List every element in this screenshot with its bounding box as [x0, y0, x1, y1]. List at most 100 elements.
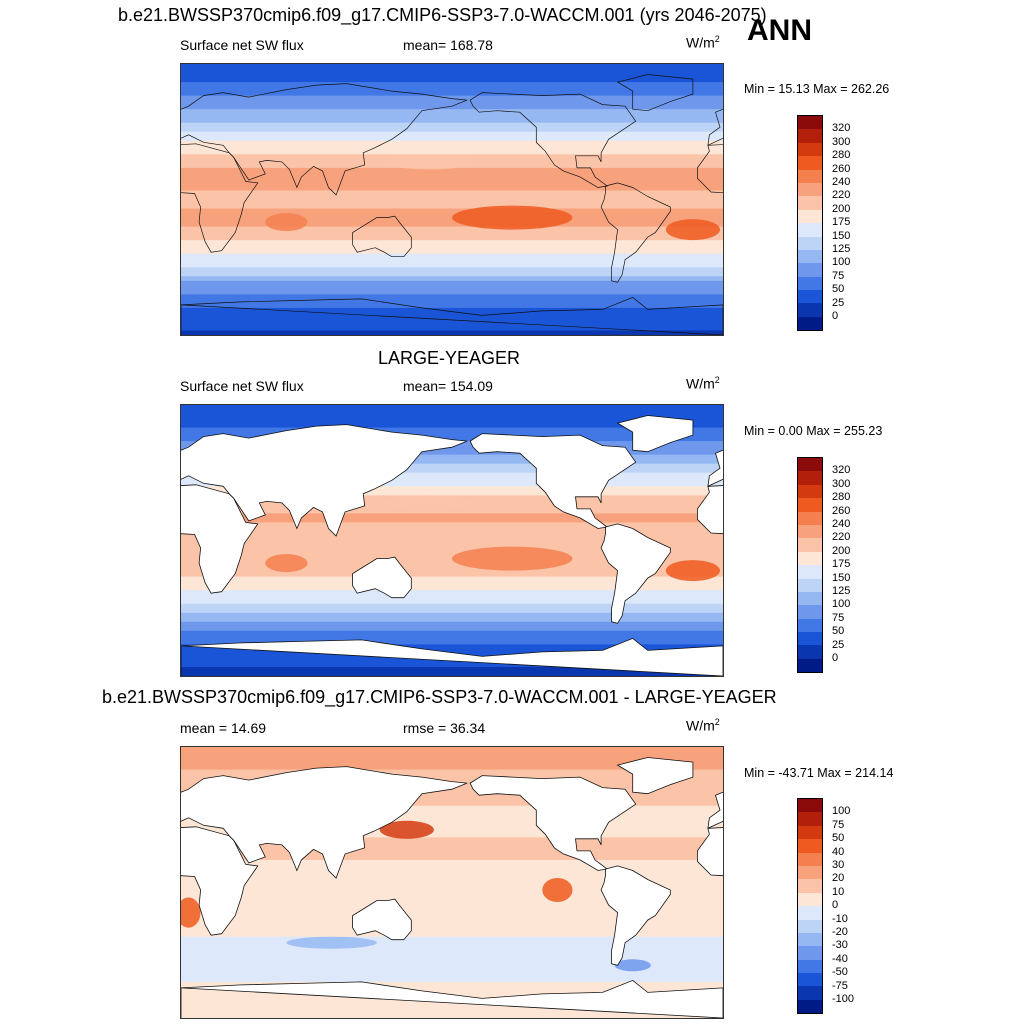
map-band	[181, 199, 723, 205]
colorbar-tick-label: 0	[832, 652, 839, 664]
colorbar-swatch	[798, 799, 822, 813]
map-band	[181, 540, 723, 546]
map-band	[181, 131, 723, 137]
map-band	[181, 194, 723, 201]
map-band	[181, 832, 723, 838]
map-band	[181, 472, 723, 478]
map-band	[181, 513, 723, 519]
colorbar-swatch	[798, 196, 822, 210]
top-title: b.e21.BWSSP370cmip6.f09_g17.CMIP6-SSP3-7…	[118, 5, 767, 25]
colorbar-tick-label: 75	[832, 818, 845, 831]
map-band	[181, 167, 723, 173]
map-band	[181, 149, 723, 155]
colorbar-tick-label: 240	[832, 518, 851, 530]
map-band	[181, 267, 723, 273]
map-band	[181, 68, 723, 74]
land-africa	[181, 484, 723, 594]
colorbar-swatch	[798, 879, 822, 893]
colorbar-swatch	[798, 458, 822, 472]
map-band	[181, 217, 723, 223]
map-band	[181, 1013, 723, 1018]
map-band	[181, 891, 723, 897]
colorbar-swatch	[798, 825, 822, 840]
map-band	[181, 109, 723, 115]
map-band	[181, 630, 723, 636]
map-band	[181, 864, 723, 870]
panel3-colorbar	[797, 798, 823, 1015]
land-africa	[181, 826, 723, 936]
map-band	[181, 873, 723, 879]
map-anomaly-region	[384, 495, 475, 511]
colorbar-tick-label: 300	[832, 135, 851, 148]
map-band	[181, 100, 723, 106]
map-band	[181, 445, 723, 451]
map-band	[181, 621, 723, 627]
land-north-america	[469, 775, 637, 871]
map-band	[181, 204, 723, 210]
map-band	[181, 240, 723, 246]
map-band	[181, 644, 723, 650]
map-band	[181, 294, 723, 300]
map-band	[181, 639, 723, 645]
map-band	[181, 662, 723, 668]
map-band	[181, 526, 723, 533]
colorbar-swatch	[798, 498, 822, 512]
map-band	[181, 751, 723, 757]
land-greenland	[616, 415, 694, 453]
map-band	[181, 594, 723, 600]
map-band	[181, 113, 723, 119]
land-eurasia	[181, 83, 723, 196]
panel3-units: W/m2	[686, 717, 720, 734]
map-band	[181, 760, 723, 766]
colorbar-tick-label: 125	[832, 585, 851, 597]
colorbar-swatch	[798, 865, 822, 880]
map-band	[181, 190, 723, 196]
map-band	[181, 959, 723, 965]
map-band	[181, 258, 723, 264]
map-band	[181, 185, 723, 192]
colorbar-swatch	[798, 290, 822, 304]
colorbar-tick-label: 220	[832, 189, 851, 202]
map-band	[181, 756, 723, 762]
map-band	[181, 769, 723, 775]
colorbar-tick-label: 20	[832, 872, 845, 885]
map-band	[181, 298, 723, 304]
panel3-map	[180, 746, 724, 1019]
colorbar-swatch	[798, 919, 822, 933]
colorbar-tick-label: 175	[832, 558, 851, 571]
map-band	[181, 828, 723, 834]
map-band	[181, 666, 723, 673]
panel3-rmse: rmse = 36.34	[403, 720, 486, 736]
colorbar-tick-label: 100	[832, 256, 851, 269]
map-band	[181, 477, 723, 483]
map-band	[181, 896, 723, 902]
colorbar-swatch	[798, 986, 822, 1000]
colorbar-tick-label: 220	[832, 531, 851, 544]
map-band	[181, 104, 723, 110]
map-band	[181, 276, 723, 282]
colorbar-tick-label: 0	[832, 310, 839, 322]
panel3-mean: mean = 14.69	[180, 720, 267, 736]
map-anomaly-region	[265, 554, 308, 573]
colorbar-tick-label: 50	[832, 832, 845, 845]
map-band	[181, 612, 723, 618]
map-band	[181, 819, 723, 825]
map-band	[181, 73, 723, 79]
map-band	[181, 927, 723, 933]
panel2-mean: mean= 154.09	[403, 378, 493, 394]
map-band	[181, 900, 723, 906]
map-band	[181, 846, 723, 852]
colorbar-tick-label: 25	[832, 638, 845, 651]
map-band	[181, 814, 723, 820]
colorbar-swatch	[798, 645, 822, 659]
land-south-america	[600, 523, 671, 624]
panel1-colorbar	[797, 115, 823, 332]
map-anomaly-region	[542, 878, 573, 902]
colorbar-tick-label: 75	[832, 611, 845, 624]
map-band	[181, 285, 723, 291]
map-band	[181, 545, 723, 551]
colorbar-tick-label: 75	[832, 269, 845, 282]
map-band	[181, 554, 723, 560]
map-band	[181, 805, 723, 811]
map-band	[181, 905, 723, 911]
